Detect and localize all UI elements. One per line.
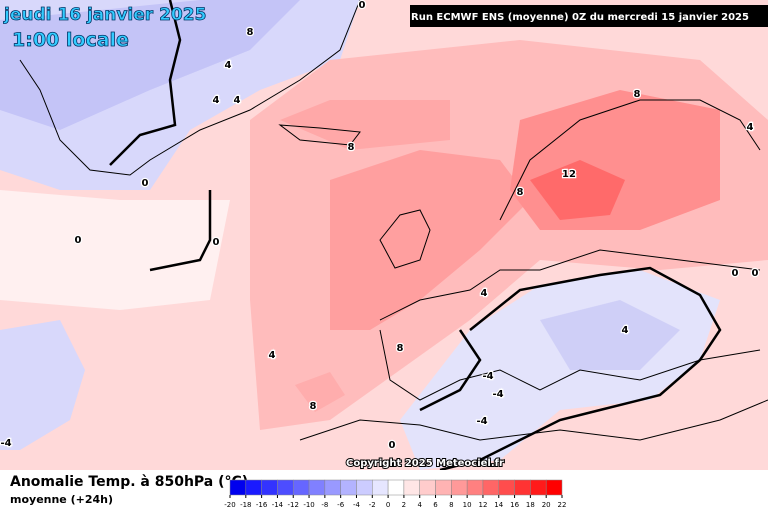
contour-label: 4 xyxy=(225,60,232,71)
colorbar-swatch xyxy=(324,479,341,496)
warm-area xyxy=(280,100,450,150)
forecast-time: 1:00 locale xyxy=(12,29,129,51)
neutral-area xyxy=(0,190,230,310)
colorbar-swatch xyxy=(277,479,294,496)
coastline xyxy=(379,329,761,401)
run-info: Run ECMWF ENS (moyenne) 0Z du mercredi 1… xyxy=(411,12,749,23)
contour-zero xyxy=(439,266,722,472)
contour-label: 4 xyxy=(234,95,241,106)
colorbar-tick-label: 6 xyxy=(433,501,438,509)
colorbar-tick-label: 14 xyxy=(494,501,503,509)
colorbar-swatch xyxy=(403,479,420,496)
colorbar-tick-label: 20 xyxy=(542,501,551,509)
contour-label: 0 xyxy=(359,0,366,11)
colorbar-tick-label: -18 xyxy=(240,501,251,509)
colorbar-tick-label: 0 xyxy=(386,501,390,509)
contour-label: -4 xyxy=(0,438,11,449)
colorbar-swatch xyxy=(308,479,326,496)
contour-label: 8 xyxy=(397,343,404,354)
warm-area xyxy=(330,150,530,330)
colorbar-swatch xyxy=(372,479,389,496)
colorbar-tick-label: -14 xyxy=(272,501,284,509)
map xyxy=(0,0,768,472)
colorbar-swatch xyxy=(451,479,468,496)
legend-title: Anomalie Temp. à 850hPa (°C) xyxy=(10,474,248,490)
colorbar-swatch xyxy=(387,479,405,496)
colorbar-tick-label: -12 xyxy=(288,501,299,509)
colorbar-swatch xyxy=(530,479,547,496)
colorbar-tick-label: -10 xyxy=(303,501,314,509)
contour-label: 4 xyxy=(622,325,629,336)
coastline xyxy=(278,124,361,146)
contour-label: 8 xyxy=(348,142,355,153)
forecast-date: jeudi 16 janvier 2025 xyxy=(3,5,206,25)
contour-label: 8 xyxy=(310,401,317,412)
run-banner xyxy=(410,5,768,27)
contour-label: 0 xyxy=(75,235,82,246)
contour-label: -4 xyxy=(492,389,503,400)
colorbar-tick-label: -4 xyxy=(353,501,361,509)
coastline xyxy=(19,0,361,176)
colorbar-tick-label: -8 xyxy=(321,501,328,509)
contour-label: 4 xyxy=(747,122,754,133)
contour-label: 12 xyxy=(562,169,576,180)
colorbar-swatch xyxy=(514,479,531,496)
colorbar-tick-label: 10 xyxy=(463,501,472,509)
warm-area xyxy=(530,160,625,220)
colorbar-swatch xyxy=(482,479,500,496)
colorbar-swatch xyxy=(261,479,278,496)
cold-area xyxy=(0,320,85,450)
coastline xyxy=(299,399,768,441)
contour-zero xyxy=(419,329,482,412)
contour-label: 8 xyxy=(247,27,254,38)
contour-label: 8 xyxy=(634,89,641,100)
colorbar-swatch xyxy=(229,479,247,496)
colorbar-tick-label: 22 xyxy=(558,501,567,509)
coastline xyxy=(499,99,761,221)
copyright: Copyright 2025 Meteociel.fr xyxy=(346,458,504,469)
contour-label: 0 xyxy=(213,237,220,248)
contour-label: 8 xyxy=(517,187,524,198)
colorbar-tick-label: 2 xyxy=(402,501,406,509)
cold-area xyxy=(0,0,300,130)
legend-subtitle: moyenne (+24h) xyxy=(10,493,113,506)
colorbar-swatch xyxy=(419,479,436,496)
colorbar-swatch xyxy=(245,479,262,496)
contour-zero xyxy=(109,0,182,166)
contour-labels: 0 0 0 0 4 4 4 8 8 8 12 4 0 0 4 4 8 4 8 -4 -4 -4 0 -4 8 xyxy=(0,0,760,452)
contour-zero xyxy=(149,190,212,272)
colorbar-tick-label: 16 xyxy=(510,501,519,509)
colorbar-swatch xyxy=(545,479,563,496)
contour-label: 4 xyxy=(269,350,276,361)
colorbar-tick-label: -2 xyxy=(369,501,376,509)
colorbar: -20 -18 -16 -14 -12 -10 -8 -6 -4 -2 0 2 4 6 8 10 12 14 16 1… xyxy=(224,479,567,509)
colorbar-tick-label: -20 xyxy=(224,501,235,509)
warm-area xyxy=(295,372,345,412)
contour-label: 0 xyxy=(752,268,759,279)
colorbar-tick-label: -16 xyxy=(256,501,268,509)
colorbar-tick-label: 18 xyxy=(526,501,535,509)
colorbar-swatch xyxy=(292,479,310,496)
contour-label: 4 xyxy=(213,95,220,106)
colorbar-swatch xyxy=(356,479,373,496)
contour-label: 0 xyxy=(732,268,739,279)
coastline xyxy=(379,209,431,269)
colorbar-swatch xyxy=(466,479,484,496)
colorbar-swatch xyxy=(435,479,452,496)
contour-label: 4 xyxy=(481,288,488,299)
colorbar-tick-label: 4 xyxy=(417,501,422,509)
coastline xyxy=(379,249,761,321)
contour-label: 0 xyxy=(389,440,396,451)
contour-label: -4 xyxy=(476,416,487,427)
colorbar-tick-label: -6 xyxy=(337,501,345,509)
colorbar-swatch xyxy=(340,479,357,496)
cold-area xyxy=(540,300,680,370)
colorbar-swatch xyxy=(498,479,515,496)
contour-label: -4 xyxy=(482,371,493,382)
colorbar-tick-label: 12 xyxy=(478,501,487,509)
contour-label: 0 xyxy=(142,178,149,189)
colorbar-tick-label: 8 xyxy=(449,501,453,509)
